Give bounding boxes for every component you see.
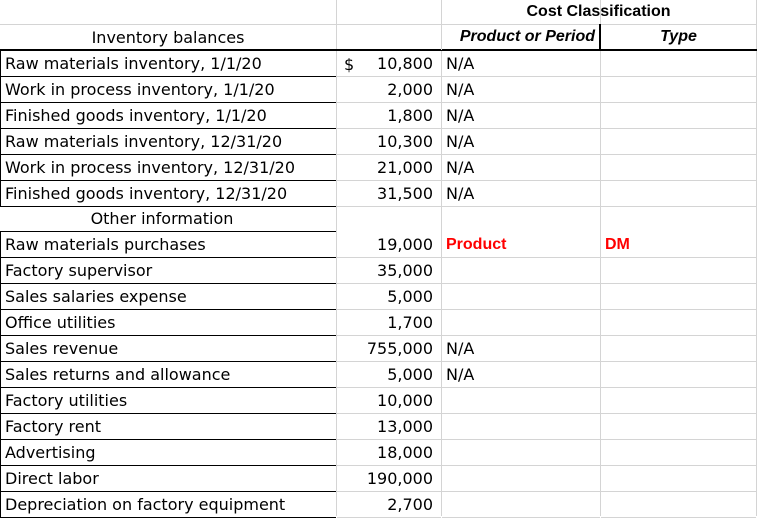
- row-type[interactable]: [601, 466, 756, 492]
- row-classification[interactable]: Product: [442, 232, 600, 258]
- row-classification[interactable]: [442, 466, 600, 492]
- row-amount[interactable]: 35,000: [337, 258, 441, 284]
- row-type[interactable]: [601, 258, 756, 284]
- row-type[interactable]: [601, 284, 756, 310]
- row-amount[interactable]: 19,000: [337, 232, 441, 258]
- row-type[interactable]: [601, 77, 756, 103]
- row-type[interactable]: [601, 181, 756, 207]
- header-product-or-period: Product or Period: [459, 28, 595, 45]
- row-amount[interactable]: 5,000: [337, 284, 441, 310]
- row-classification[interactable]: N/A: [442, 336, 600, 362]
- row-classification[interactable]: [442, 284, 600, 310]
- row-amount[interactable]: 10,000: [337, 388, 441, 414]
- gridline: [336, 0, 337, 516]
- row-amount[interactable]: 21,000: [337, 155, 441, 181]
- row-amount[interactable]: 190,000: [337, 466, 441, 492]
- header-border: [441, 24, 442, 50]
- row-type[interactable]: DM: [601, 232, 756, 258]
- row-type[interactable]: [601, 336, 756, 362]
- row-classification[interactable]: N/A: [442, 103, 600, 129]
- row-label[interactable]: Direct labor: [0, 466, 336, 492]
- row-label[interactable]: Sales revenue: [0, 336, 336, 362]
- row-label[interactable]: Sales returns and allowance: [0, 362, 336, 388]
- row-type[interactable]: [601, 129, 756, 155]
- row-label[interactable]: Factory utilities: [0, 388, 336, 414]
- gridline: [0, 24, 757, 25]
- row-label[interactable]: Finished goods inventory, 1/1/20: [0, 103, 336, 129]
- section-border: [0, 206, 336, 207]
- row-amount[interactable]: 10,800: [337, 51, 441, 77]
- row-label[interactable]: Factory supervisor: [0, 258, 336, 284]
- row-type[interactable]: [601, 155, 756, 181]
- gridline: [441, 0, 442, 516]
- row-classification[interactable]: N/A: [442, 51, 600, 77]
- row-classification[interactable]: N/A: [442, 77, 600, 103]
- gridline: [600, 0, 601, 516]
- row-amount[interactable]: 18,000: [337, 440, 441, 466]
- row-amount[interactable]: 5,000: [337, 362, 441, 388]
- row-amount[interactable]: 2,000: [337, 77, 441, 103]
- row-amount[interactable]: 13,000: [337, 414, 441, 440]
- row-classification[interactable]: [442, 388, 600, 414]
- row-label[interactable]: Raw materials purchases: [0, 232, 336, 258]
- row-label[interactable]: Depreciation on factory equipment: [0, 492, 336, 518]
- row-classification[interactable]: N/A: [442, 181, 600, 207]
- row-label[interactable]: Sales salaries expense: [0, 284, 336, 310]
- row-label[interactable]: Advertising: [0, 440, 336, 466]
- row-classification[interactable]: N/A: [442, 155, 600, 181]
- row-type[interactable]: [601, 414, 756, 440]
- row-type[interactable]: [601, 362, 756, 388]
- row-type[interactable]: [601, 492, 756, 518]
- row-classification[interactable]: [442, 414, 600, 440]
- row-classification[interactable]: [442, 310, 600, 336]
- row-type[interactable]: [601, 388, 756, 414]
- header-type: Type: [660, 28, 697, 45]
- row-amount[interactable]: 755,000: [337, 336, 441, 362]
- row-label[interactable]: Work in process inventory, 1/1/20: [0, 77, 336, 103]
- row-label[interactable]: Office utilities: [0, 310, 336, 336]
- row-type[interactable]: [601, 310, 756, 336]
- row-amount[interactable]: 1,700: [337, 310, 441, 336]
- section-border: [0, 231, 336, 232]
- section-title-other: Other information: [90, 209, 234, 228]
- row-classification[interactable]: [442, 258, 600, 284]
- row-label[interactable]: Factory rent: [0, 414, 336, 440]
- header-border: [0, 49, 757, 51]
- row-label[interactable]: Finished goods inventory, 12/31/20: [0, 181, 336, 207]
- row-label[interactable]: Raw materials inventory, 1/1/20: [0, 51, 336, 77]
- row-type[interactable]: [601, 440, 756, 466]
- row-type[interactable]: [601, 51, 756, 77]
- header-border: [599, 24, 601, 50]
- header-cost-classification: Cost Classification: [526, 3, 671, 20]
- row-classification[interactable]: N/A: [442, 362, 600, 388]
- row-label[interactable]: Work in process inventory, 12/31/20: [0, 155, 336, 181]
- section-title-inventory: Inventory balances: [91, 28, 245, 47]
- row-label[interactable]: Raw materials inventory, 12/31/20: [0, 129, 336, 155]
- row-amount[interactable]: 1,800: [337, 103, 441, 129]
- row-classification[interactable]: [442, 492, 600, 518]
- dollar-sign: $: [344, 55, 355, 74]
- row-amount[interactable]: 31,500: [337, 181, 441, 207]
- row-amount[interactable]: 2,700: [337, 492, 441, 518]
- row-classification[interactable]: N/A: [442, 129, 600, 155]
- row-amount[interactable]: 10,300: [337, 129, 441, 155]
- row-classification[interactable]: [442, 440, 600, 466]
- row-type[interactable]: [601, 103, 756, 129]
